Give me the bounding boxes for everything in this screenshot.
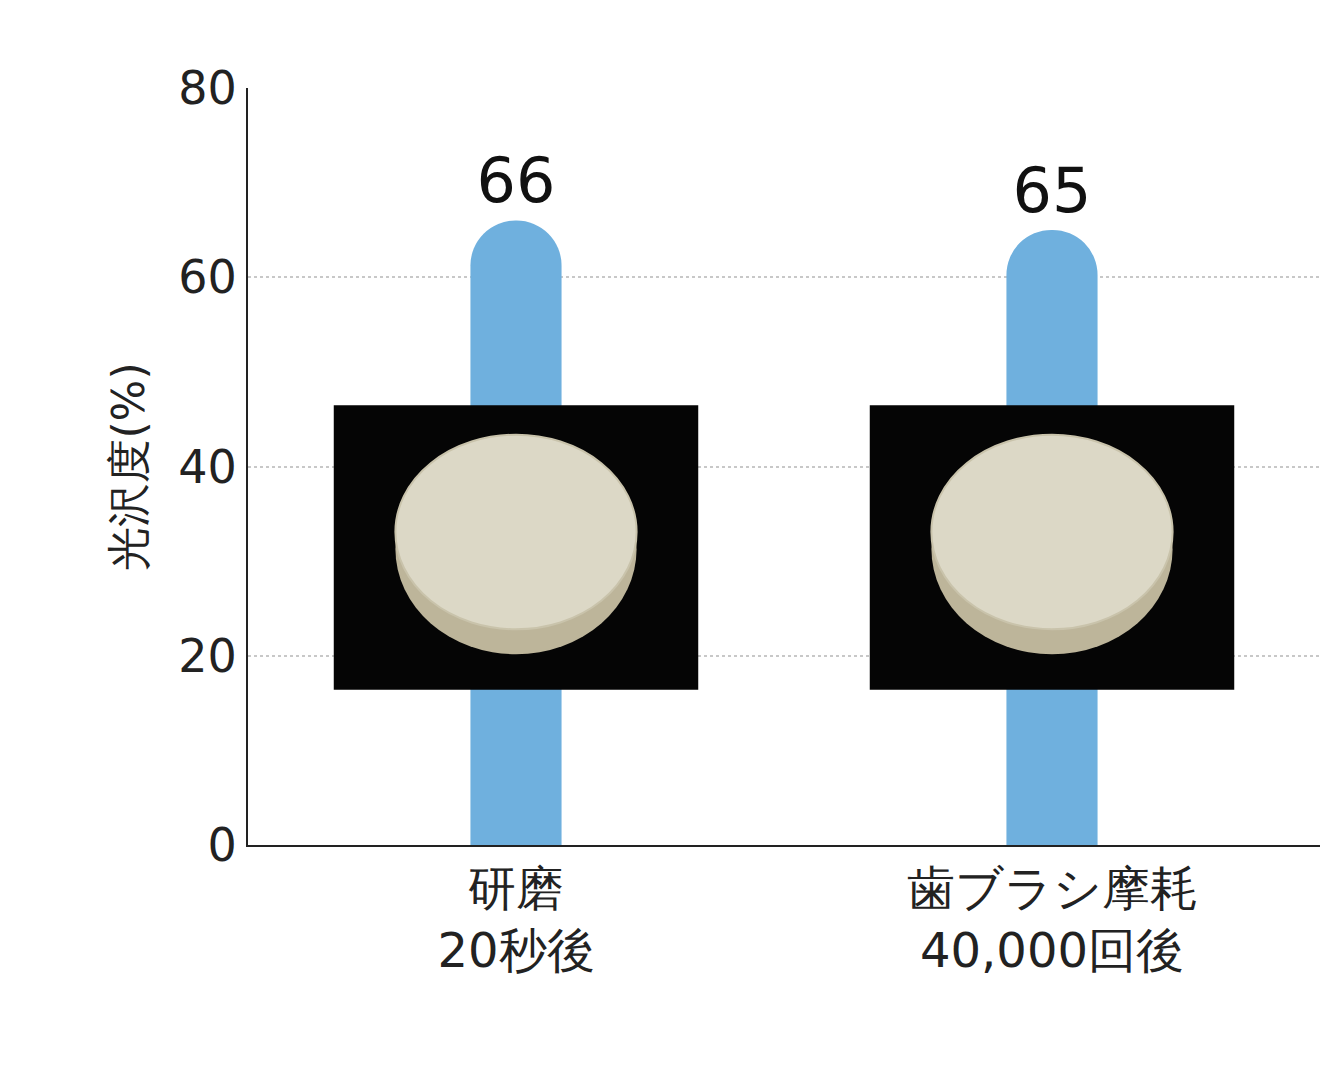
svg-text:65: 65 bbox=[1013, 154, 1092, 227]
svg-text:20: 20 bbox=[178, 629, 237, 683]
svg-text:歯ブラシ摩耗40,000回後: 歯ブラシ摩耗40,000回後 bbox=[907, 860, 1198, 978]
svg-text:80: 80 bbox=[178, 61, 237, 115]
svg-text:研磨20秒後: 研磨20秒後 bbox=[437, 860, 594, 978]
svg-text:光沢度(%): 光沢度(%) bbox=[103, 362, 154, 570]
svg-text:60: 60 bbox=[178, 250, 237, 304]
svg-text:40: 40 bbox=[178, 440, 237, 494]
svg-text:0: 0 bbox=[208, 818, 237, 872]
svg-text:66: 66 bbox=[477, 144, 556, 217]
